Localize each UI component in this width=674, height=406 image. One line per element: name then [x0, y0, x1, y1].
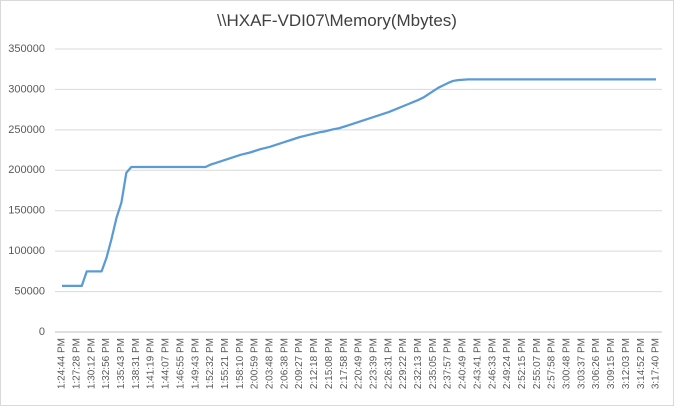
x-tick-label: 3:17:40 PM	[651, 338, 662, 389]
x-tick-label: 1:49:43 PM	[190, 338, 201, 389]
x-tick-label: 1:27:28 PM	[71, 338, 82, 389]
y-tick-label: 300000	[8, 83, 45, 95]
x-tick-label: 1:30:12 PM	[86, 338, 97, 389]
x-tick-label: 2:55:07 PM	[532, 338, 543, 389]
x-tick-label: 2:49:24 PM	[502, 338, 513, 389]
x-tick-label: 1:46:55 PM	[175, 338, 186, 389]
x-tick-label: 2:17:58 PM	[339, 338, 350, 389]
x-tick-label: 1:35:43 PM	[116, 338, 127, 389]
y-tick-label: 50000	[14, 285, 45, 297]
x-tick-label: 2:23:39 PM	[368, 338, 379, 389]
x-tick-label: 2:29:22 PM	[398, 338, 409, 389]
data-line	[62, 78, 656, 288]
x-tick-label: 2:20:49 PM	[354, 338, 365, 389]
x-tick-label: 1:44:07 PM	[161, 338, 172, 389]
y-tick-label: 0	[39, 326, 45, 338]
x-tick-label: 2:52:15 PM	[517, 338, 528, 389]
x-tick-label: 1:58:10 PM	[235, 338, 246, 389]
x-tick-label: 2:12:18 PM	[309, 338, 320, 389]
x-tick-label: 1:52:32 PM	[205, 338, 216, 389]
x-tick-label: 2:46:33 PM	[487, 338, 498, 389]
x-tick-label: 2:57:58 PM	[547, 338, 558, 389]
chart-title: \\HXAF-VDI07\Memory(Mbytes)	[217, 11, 457, 30]
x-tick-label: 3:00:48 PM	[562, 338, 573, 389]
x-tick-label: 2:00:59 PM	[250, 338, 261, 389]
y-tick-label: 350000	[8, 43, 45, 55]
x-tick-label: 2:35:05 PM	[428, 338, 439, 389]
x-tick-label: 2:03:48 PM	[265, 338, 276, 389]
x-tick-label: 2:40:49 PM	[458, 338, 469, 389]
y-tick-label: 200000	[8, 164, 45, 176]
x-tick-label: 3:12:03 PM	[621, 338, 632, 389]
x-tick-label: 2:15:08 PM	[324, 338, 335, 389]
x-tick-label: 3:06:26 PM	[591, 338, 602, 389]
x-tick-label: 1:41:19 PM	[146, 338, 157, 389]
x-tick-label: 1:38:31 PM	[131, 338, 142, 389]
x-tick-label: 2:26:31 PM	[383, 338, 394, 389]
x-tick-label: 3:14:52 PM	[636, 338, 647, 389]
x-tick-label: 1:24:44 PM	[57, 338, 68, 389]
x-tick-label: 2:37:57 PM	[443, 338, 454, 389]
y-tick-label: 250000	[8, 124, 45, 136]
x-tick-label: 3:09:15 PM	[606, 338, 617, 389]
x-tick-label: 2:09:27 PM	[294, 338, 305, 389]
y-tick-label: 100000	[8, 245, 45, 257]
x-tick-label: 2:06:38 PM	[279, 338, 290, 389]
x-tick-label: 1:55:21 PM	[220, 338, 231, 389]
x-tick-label: 2:32:13 PM	[413, 338, 424, 389]
x-tick-label: 3:03:37 PM	[576, 338, 587, 389]
y-tick-label: 150000	[8, 205, 45, 217]
x-tick-label: 1:32:56 PM	[101, 338, 112, 389]
x-tick-label: 2:43:41 PM	[472, 338, 483, 389]
